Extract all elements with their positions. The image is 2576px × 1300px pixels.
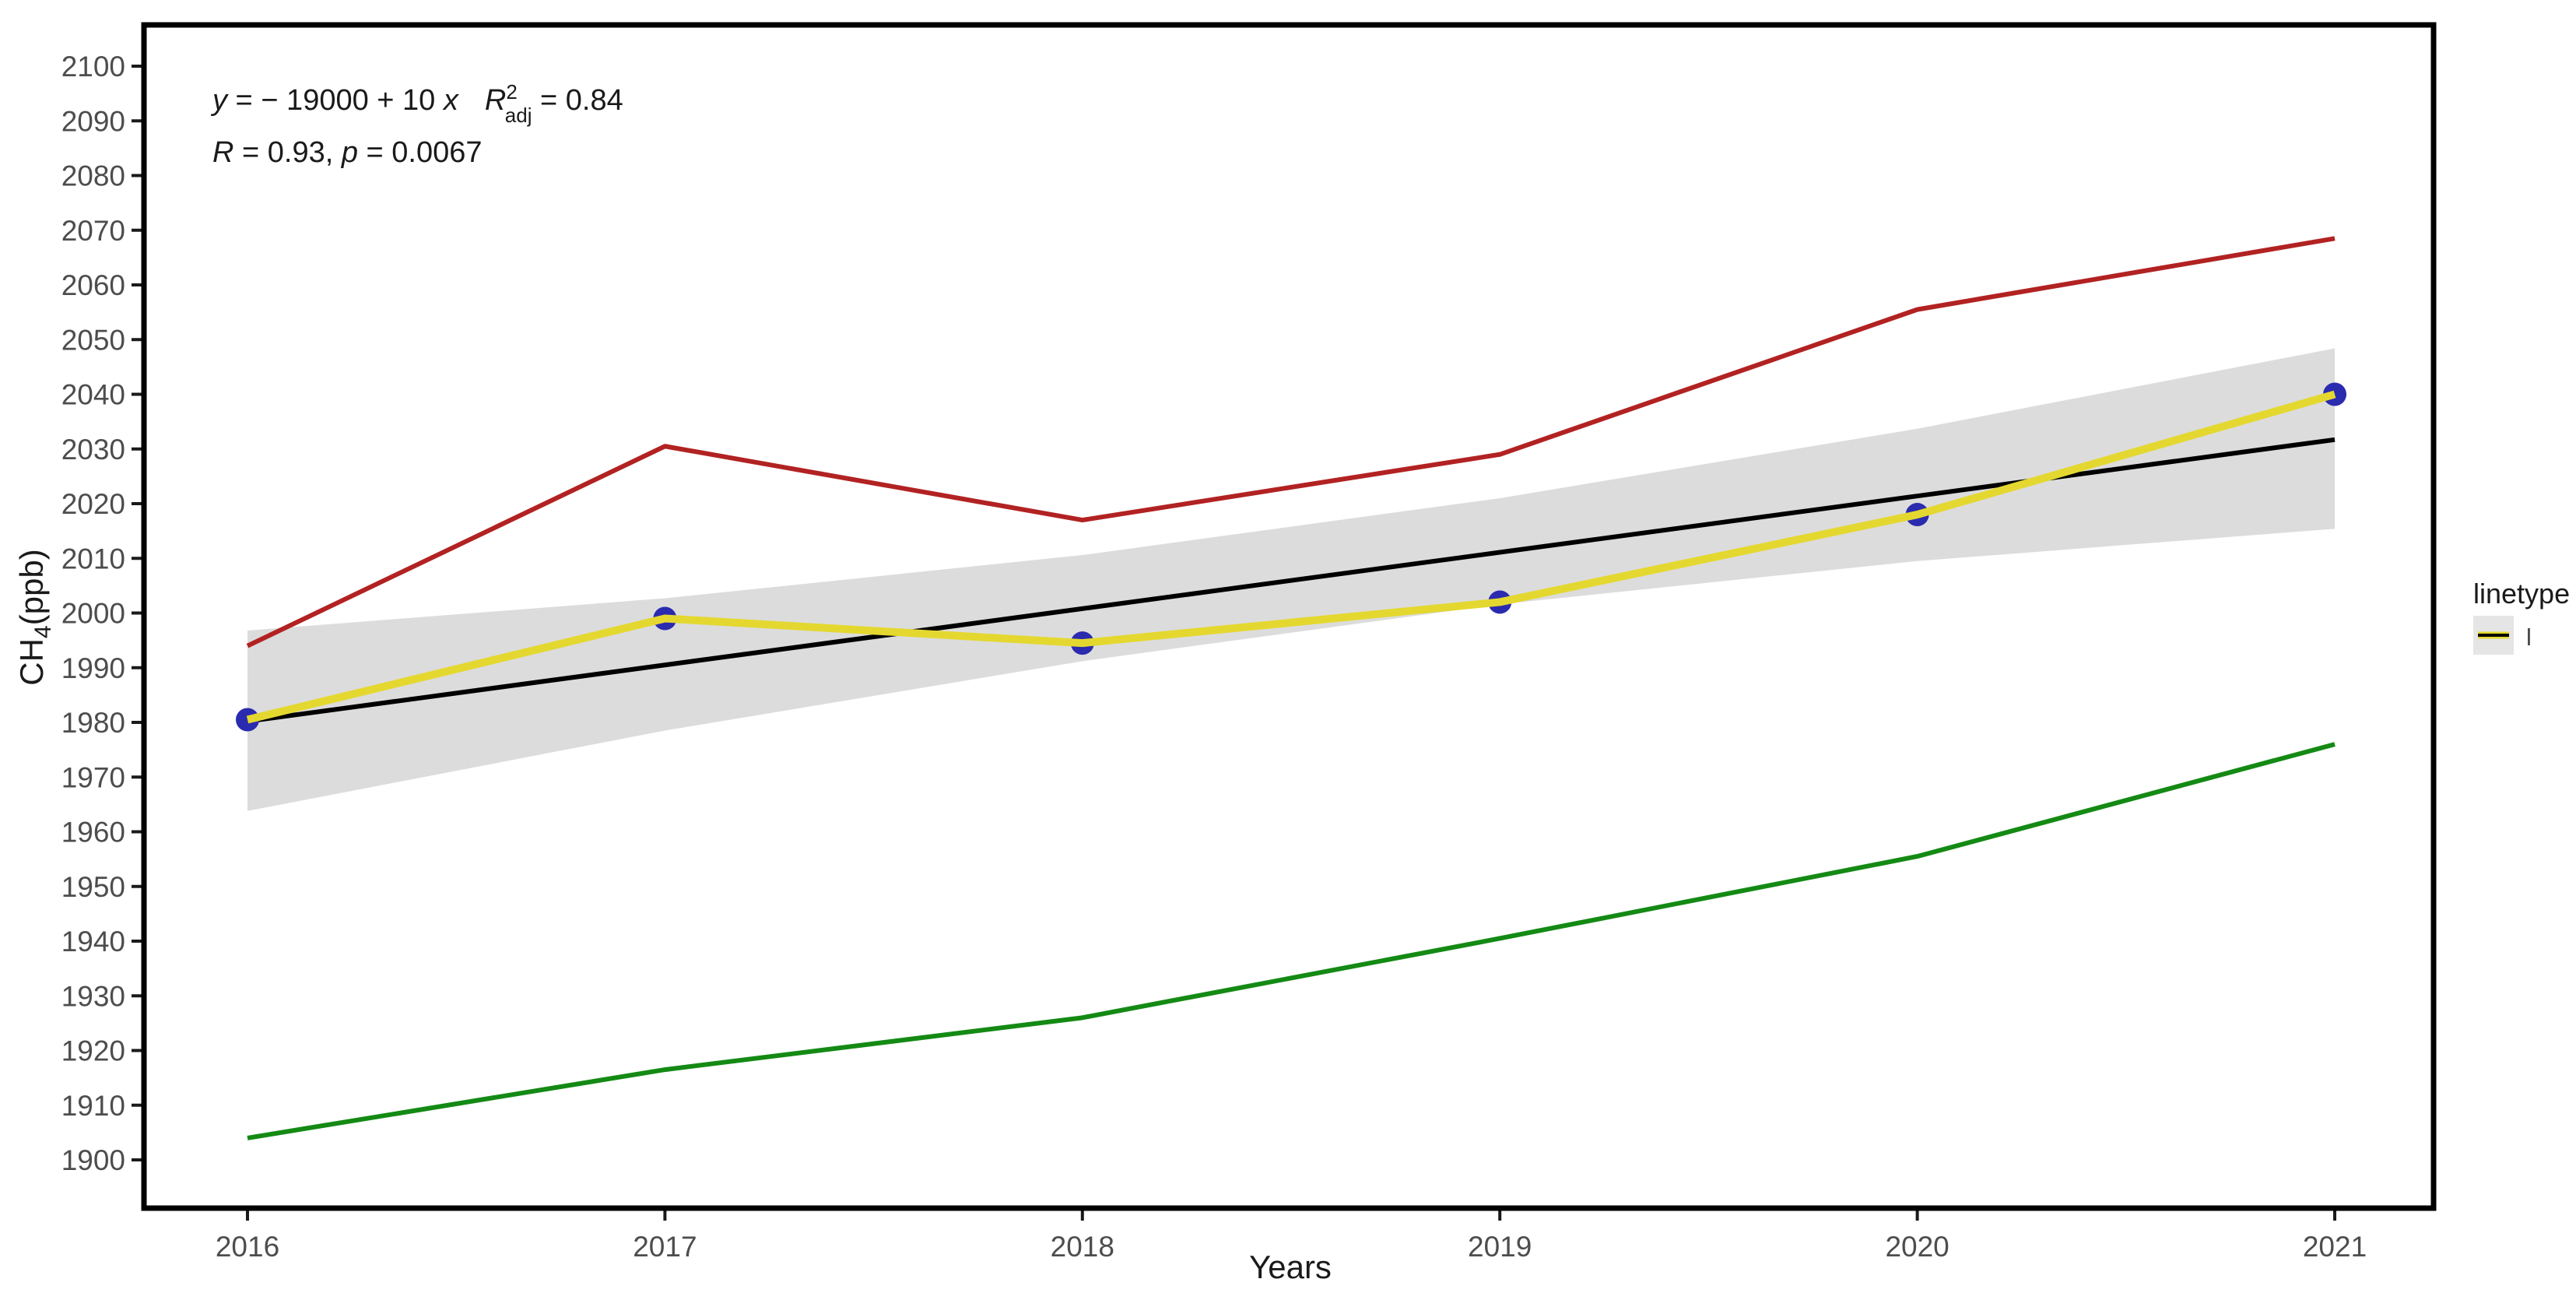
y-tick-label: 1900: [61, 1144, 125, 1176]
y-tick-label: 1990: [61, 652, 125, 684]
y-tick-label: 2040: [61, 379, 125, 411]
y-tick-label: 1910: [61, 1090, 125, 1122]
y-tick-label: 1940: [61, 926, 125, 957]
observed-ch4: [246, 390, 2336, 724]
x-tick-label: 2019: [1468, 1231, 1532, 1263]
x-tick-label: 2017: [633, 1231, 697, 1263]
y-tick-label: 2020: [61, 488, 125, 520]
y-tick-label: 2000: [61, 598, 125, 630]
y-tick-label: 2090: [61, 105, 125, 137]
regression-equation: y = − 19000 + 10 x R2 adj = 0.84: [210, 80, 623, 127]
legend-entry-label: l: [2526, 624, 2532, 651]
regression-fit: [247, 437, 2336, 724]
y-tick-label: 1960: [61, 817, 125, 849]
legend: linetype l: [2473, 578, 2570, 655]
y-tick-label: 2070: [61, 215, 125, 247]
y-tick-label: 2030: [61, 434, 125, 466]
y-tick-label: 1980: [61, 707, 125, 739]
correlation-annotation: R = 0.93, p = 0.0067: [212, 136, 483, 169]
green-lower-line: [247, 742, 2336, 1140]
y-tick-label: 1920: [61, 1035, 125, 1067]
panel-border: [141, 22, 2437, 1211]
y-tick-label: 1950: [61, 871, 125, 903]
y-tick-label: 1970: [61, 761, 125, 793]
y-tick-label: 2010: [61, 543, 125, 574]
x-axis-title: Years: [1249, 1249, 1332, 1285]
x-tick-label: 2018: [1051, 1231, 1114, 1263]
y-axis-title: CH4(ppb): [13, 549, 56, 685]
y-tick-label: 2060: [61, 269, 125, 301]
legend-title: linetype: [2473, 578, 2570, 610]
y-tick-label: 2050: [61, 324, 125, 356]
x-tick-label: 2021: [2303, 1231, 2367, 1263]
upper-red-line: [246, 236, 2336, 648]
axes-layer: 1900 1910 1920 1930 1940 1950 1960 1970 1980 1990…: [61, 51, 2367, 1263]
y-tick-label: 2100: [61, 51, 125, 83]
x-tick-label: 2016: [216, 1231, 279, 1263]
y-tick-label: 2080: [61, 160, 125, 192]
x-tick-label: 2020: [1885, 1231, 1949, 1263]
y-tick-label: 1930: [61, 980, 125, 1012]
series-layer: [236, 236, 2346, 1140]
